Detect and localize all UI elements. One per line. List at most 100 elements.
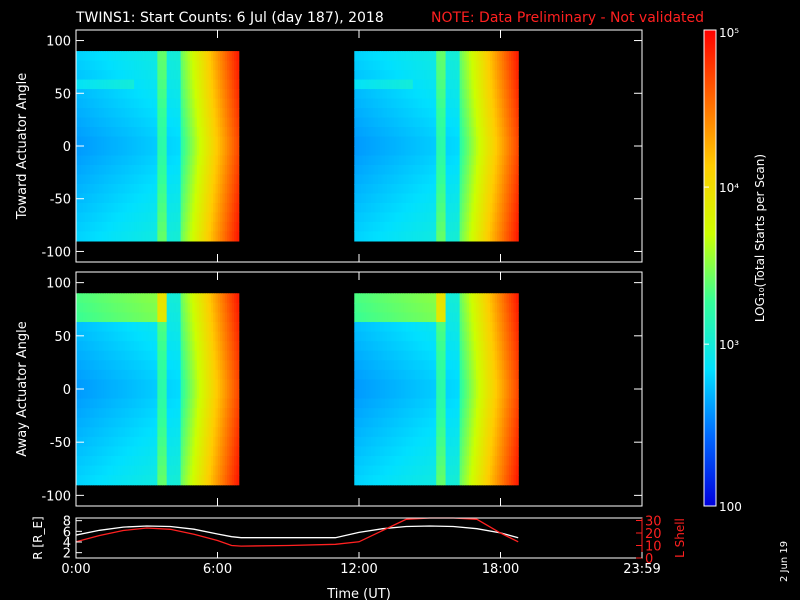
heatmap-cell (403, 51, 407, 62)
heatmap-cell (92, 70, 96, 81)
heatmap-cell (231, 79, 235, 90)
heatmap-cell (234, 193, 237, 204)
heatmap-cell (187, 155, 191, 166)
heatmap-cell (229, 231, 233, 242)
heatmap-cell (206, 427, 210, 438)
heatmap-cell (136, 51, 140, 62)
heatmap-cell (113, 127, 117, 138)
heatmap-cell (178, 70, 182, 81)
heatmap-cell (506, 108, 510, 119)
heatmap-cell (76, 398, 79, 409)
heatmap-cell (401, 427, 405, 438)
heatmap-cell (82, 389, 86, 400)
heatmap-cell (120, 360, 124, 371)
heatmap-cell (231, 341, 235, 352)
heatmap-cell (382, 221, 386, 233)
heatmap-cell (134, 360, 138, 371)
heatmap-cell (236, 293, 240, 304)
heatmap-cell (164, 231, 168, 242)
heatmap-cell (101, 475, 105, 486)
heatmap-cell (408, 79, 412, 90)
heatmap-cell (398, 193, 402, 204)
heatmap-cell (391, 350, 395, 361)
heatmap-cell (141, 108, 145, 119)
heatmap-cell (152, 360, 156, 371)
heatmap-cell (229, 446, 233, 457)
heatmap-cell (454, 212, 458, 223)
heatmap-cell (180, 221, 184, 233)
heatmap-cell (155, 108, 158, 119)
heatmap-cell (115, 350, 119, 361)
heatmap-cell (120, 60, 124, 71)
heatmap-cell (164, 183, 168, 195)
heatmap-cell (234, 436, 237, 448)
heatmap-cell (148, 465, 151, 476)
heatmap-cell (490, 136, 494, 147)
heatmap-cell (384, 341, 388, 352)
heatmap-cell (508, 212, 512, 223)
heatmap-cell (227, 436, 231, 448)
heatmap-cell (454, 202, 458, 214)
heatmap-cell (82, 379, 86, 390)
heatmap-cell (120, 417, 124, 428)
heatmap-cell (131, 331, 135, 342)
heatmap-cell (150, 312, 154, 323)
heatmap-cell (185, 456, 189, 467)
heatmap-cell (377, 456, 381, 467)
heatmap-cell (445, 79, 449, 90)
heatmap-cell (424, 446, 428, 457)
heatmap-cell (375, 155, 379, 166)
heatmap-cell (368, 174, 372, 185)
heatmap-cell (450, 60, 454, 71)
heatmap-cell (396, 302, 400, 314)
heatmap-cell (231, 89, 235, 100)
heatmap-cell (433, 98, 437, 109)
heatmap-cell (155, 369, 158, 381)
heatmap-cell (85, 155, 89, 166)
heatmap-cell (370, 341, 374, 352)
heatmap-cell (217, 341, 221, 352)
heatmap-cell (433, 79, 437, 90)
heatmap-cell (173, 369, 177, 381)
heatmap-cell (115, 456, 119, 467)
heatmap-cell (194, 312, 198, 323)
heatmap-cell (401, 146, 405, 157)
heatmap-cell (424, 427, 428, 438)
heatmap-cell (208, 312, 212, 323)
heatmap-cell (391, 221, 395, 233)
heatmap-cell (113, 108, 117, 119)
heatmap-cell (138, 183, 142, 195)
heatmap-cell (440, 360, 444, 371)
heatmap-cell (375, 51, 379, 62)
heatmap-cell (361, 221, 365, 233)
heatmap-cell (396, 465, 400, 476)
heatmap-cell (415, 446, 419, 457)
heatmap-cell (382, 446, 386, 457)
heatmap-cell (396, 341, 400, 352)
heatmap-cell (419, 117, 423, 128)
heatmap-cell (373, 98, 376, 109)
heatmap-cell (363, 427, 367, 438)
heatmap-cell (129, 302, 133, 314)
heatmap-cell (452, 231, 456, 242)
heatmap-cell (150, 79, 154, 90)
heatmap-cell (375, 341, 379, 352)
heatmap-cell (113, 360, 117, 371)
heatmap-cell (419, 136, 423, 147)
heatmap-cell (398, 108, 402, 119)
heatmap-cell (220, 98, 224, 109)
heatmap-cell (196, 174, 200, 185)
heatmap-cell (236, 436, 240, 448)
heatmap-cell (358, 183, 362, 195)
heatmap-cell (387, 408, 390, 419)
heatmap-cell (78, 70, 82, 81)
heatmap-cell (189, 79, 193, 90)
heatmap-cell (433, 51, 437, 62)
heatmap-cell (175, 475, 179, 486)
heatmap-cell (361, 164, 365, 176)
heatmap-cell (370, 136, 374, 147)
heatmap-cell (213, 427, 217, 438)
heatmap-cell (415, 379, 419, 390)
heatmap-cell (504, 117, 508, 128)
heatmap-cell (162, 331, 165, 342)
